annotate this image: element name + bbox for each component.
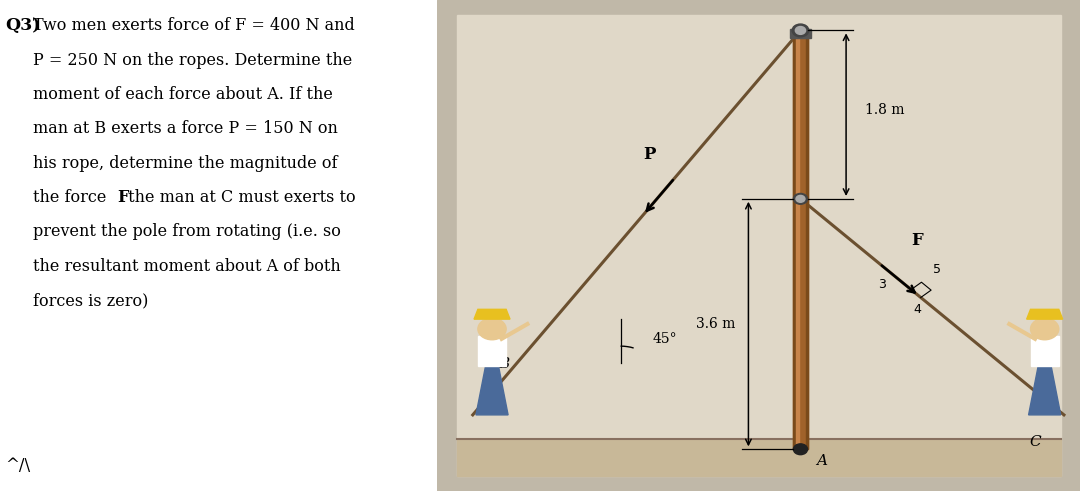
Text: the resultant moment about A of both: the resultant moment about A of both — [32, 258, 340, 275]
Text: the man at C must exerts to: the man at C must exerts to — [123, 189, 356, 206]
Bar — [806, 32, 808, 449]
Circle shape — [1030, 318, 1058, 340]
Bar — [477, 336, 507, 366]
Text: his rope, determine the magnitude of: his rope, determine the magnitude of — [32, 155, 337, 172]
Text: moment of each force about A. If the: moment of each force about A. If the — [32, 86, 333, 103]
Text: A: A — [816, 454, 827, 468]
Text: man at B exerts a force P = 150 N on: man at B exerts a force P = 150 N on — [32, 120, 338, 137]
Bar — [457, 439, 1061, 476]
Text: 5: 5 — [933, 264, 941, 276]
Text: prevent the pole from rotating (i.e. so: prevent the pole from rotating (i.e. so — [32, 223, 340, 241]
Text: forces is zero): forces is zero) — [32, 292, 148, 309]
Bar — [796, 32, 799, 449]
Text: P: P — [643, 146, 656, 163]
Circle shape — [796, 195, 805, 202]
Text: F: F — [912, 232, 923, 249]
Text: 4: 4 — [914, 303, 921, 316]
Circle shape — [794, 193, 808, 204]
Text: 3: 3 — [878, 278, 887, 291]
Bar — [794, 32, 796, 449]
Text: ^/\: ^/\ — [5, 457, 31, 474]
Circle shape — [795, 27, 806, 34]
Text: 45°: 45° — [652, 332, 677, 346]
Text: F: F — [117, 189, 129, 206]
Bar — [1030, 336, 1058, 366]
Text: Two men exerts force of F = 400 N and: Two men exerts force of F = 400 N and — [32, 17, 354, 34]
Bar — [791, 29, 811, 38]
Polygon shape — [1028, 366, 1061, 415]
Circle shape — [477, 318, 507, 340]
Circle shape — [792, 24, 809, 37]
Text: C: C — [1030, 435, 1041, 449]
Circle shape — [794, 444, 808, 455]
Text: the force: the force — [32, 189, 111, 206]
Text: P = 250 N on the ropes. Determine the: P = 250 N on the ropes. Determine the — [32, 52, 352, 69]
Text: 3.6 m: 3.6 m — [697, 317, 735, 331]
Text: Q3): Q3) — [5, 17, 41, 34]
Polygon shape — [1027, 309, 1063, 319]
Bar — [794, 32, 808, 449]
Polygon shape — [474, 309, 510, 319]
Text: 1.8 m: 1.8 m — [865, 103, 905, 117]
Polygon shape — [476, 366, 508, 415]
Text: B: B — [499, 356, 510, 371]
